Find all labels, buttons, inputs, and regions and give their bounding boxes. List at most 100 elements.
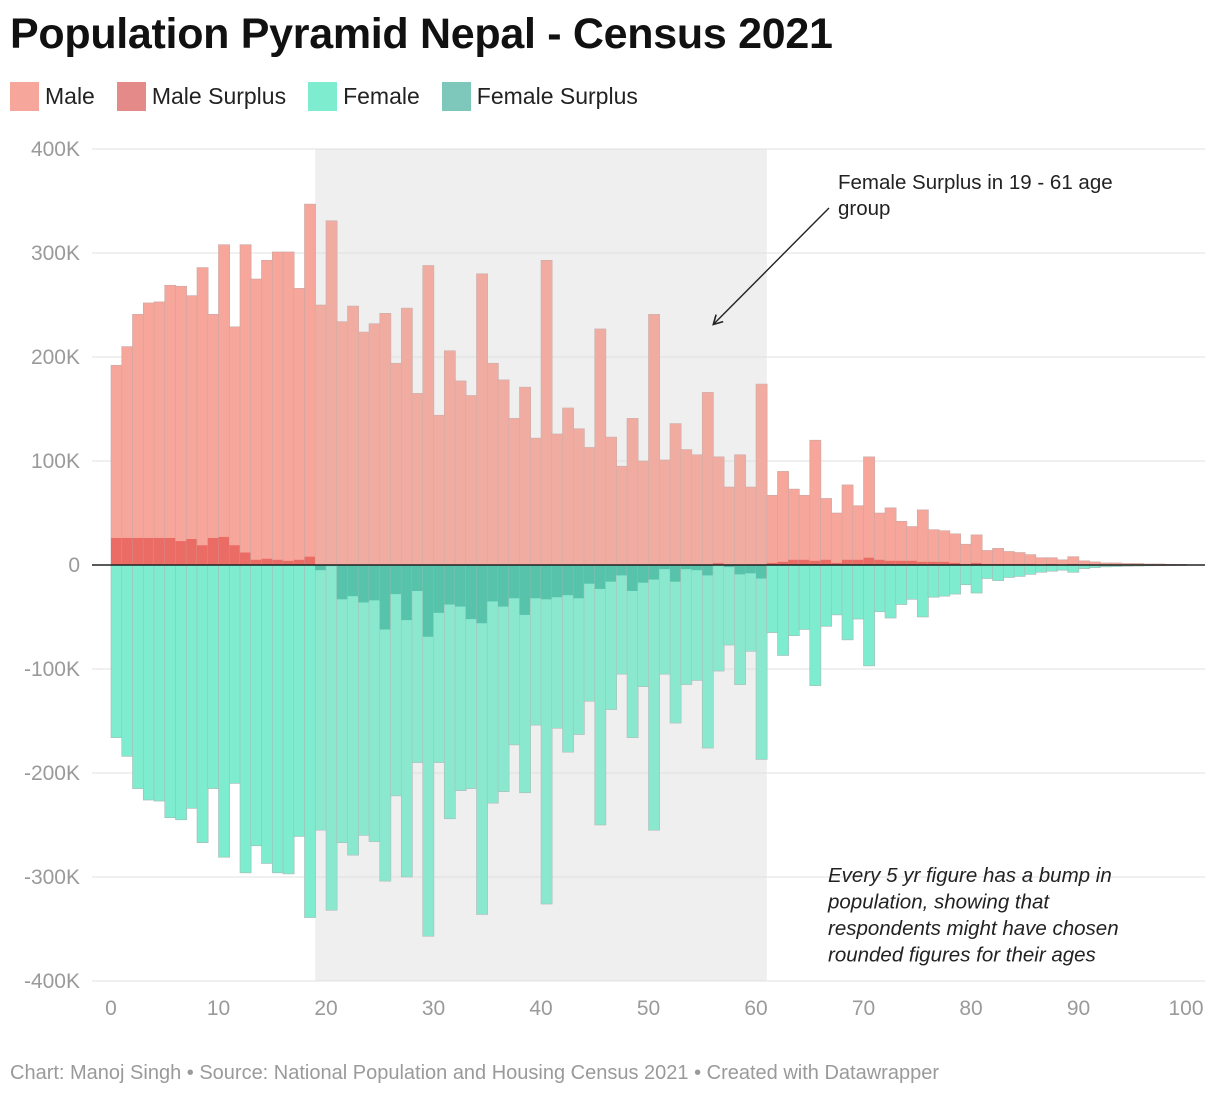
male-bar — [1013, 552, 1026, 566]
male-surplus-bar — [831, 562, 843, 565]
female-bar — [777, 564, 789, 656]
male-surplus-bar — [713, 562, 725, 565]
female-bar — [766, 564, 779, 633]
female-surplus-bar — [756, 565, 768, 579]
x-tick-label: 30 — [422, 997, 445, 1020]
female-surplus-bar — [605, 565, 617, 582]
x-tick-label: 60 — [744, 997, 767, 1020]
female-surplus-bar — [379, 565, 391, 630]
female-surplus-bar — [691, 565, 703, 571]
male-surplus-bar — [121, 537, 133, 565]
x-tick-label: 20 — [314, 997, 337, 1020]
male-bar — [863, 456, 875, 566]
annotation-female-surplus-line: Female Surplus in 19 - 61 age — [838, 171, 1113, 194]
female-surplus-bar — [594, 565, 606, 589]
male-bar — [1067, 556, 1080, 566]
male-bar — [852, 505, 865, 566]
female-surplus-bar — [390, 565, 402, 595]
female-bar — [981, 564, 994, 579]
female-surplus-bar — [455, 565, 467, 607]
male-surplus-bar — [777, 561, 789, 565]
male-bar — [1002, 551, 1015, 566]
annotation-rounding-line: rounded figures for their ages — [828, 944, 1096, 967]
male-bar — [218, 244, 230, 566]
x-tick-label: 90 — [1067, 997, 1090, 1020]
male-bar — [916, 509, 929, 566]
male-surplus-bar — [895, 560, 907, 565]
annotation-rounding-line: respondents might have chosen — [828, 917, 1119, 940]
male-bar — [809, 439, 822, 566]
male-bar — [841, 484, 854, 566]
male-surplus-bar — [874, 559, 886, 565]
female-surplus-bar — [315, 565, 327, 571]
female-bar — [841, 564, 854, 641]
male-surplus-bar — [938, 561, 950, 565]
female-surplus-bar — [734, 565, 746, 575]
female-surplus-bar — [616, 565, 628, 576]
male-surplus-bar — [154, 537, 166, 565]
male-bar — [798, 495, 811, 566]
female-surplus-bar — [336, 565, 348, 600]
male-surplus-bar — [164, 537, 176, 565]
female-surplus-bar — [541, 565, 553, 600]
male-surplus-bar — [809, 560, 821, 565]
y-tick-label: 400K — [31, 138, 80, 161]
female-bar — [185, 564, 198, 809]
male-surplus-bar — [852, 559, 864, 565]
y-tick-label: 100K — [31, 450, 80, 473]
female-bar — [787, 564, 800, 637]
male-bar — [981, 550, 994, 566]
male-bar — [1035, 557, 1047, 566]
female-bar — [959, 564, 972, 586]
female-bar — [895, 564, 908, 605]
female-surplus-bar — [433, 565, 445, 613]
x-tick-label: 80 — [959, 997, 982, 1020]
male-bar — [293, 288, 306, 566]
male-bar — [820, 498, 832, 566]
female-bar — [916, 564, 929, 618]
female-bar — [282, 564, 295, 875]
male-surplus-bar — [863, 557, 875, 565]
female-bar — [830, 564, 843, 616]
male-bar — [121, 346, 134, 566]
male-surplus-bar — [272, 559, 284, 565]
female-surplus-bar — [627, 565, 639, 591]
female-surplus-bar — [401, 565, 413, 621]
female-bar — [852, 564, 865, 620]
female-bar — [884, 564, 897, 619]
female-surplus-bar — [487, 565, 499, 602]
male-bar — [873, 512, 886, 566]
x-tick-label: 70 — [852, 997, 875, 1020]
male-bar — [970, 534, 983, 566]
female-surplus-bar — [648, 565, 660, 580]
female-surplus-bar — [508, 565, 520, 599]
male-surplus-bar — [175, 541, 187, 565]
male-surplus-bar — [218, 536, 230, 565]
y-tick-label: 200K — [31, 346, 80, 369]
male-bar — [207, 314, 220, 566]
male-bar — [271, 251, 284, 566]
male-bar — [132, 314, 144, 566]
female-bar — [293, 564, 306, 837]
female-surplus-bar — [422, 565, 434, 637]
male-surplus-bar — [240, 552, 252, 565]
female-surplus-bar — [412, 565, 424, 591]
male-surplus-bar — [917, 561, 929, 565]
female-surplus-bar — [476, 565, 488, 624]
female-surplus-bar — [637, 565, 649, 583]
legend-item-male: Male — [10, 82, 95, 111]
female-bar — [153, 564, 166, 802]
female-bar — [873, 564, 886, 613]
male-surplus-bar — [304, 556, 316, 565]
male-bar — [949, 533, 961, 566]
y-tick-label: -300K — [24, 866, 80, 889]
female-surplus-bar — [659, 565, 671, 570]
male-bar — [777, 471, 789, 566]
legend-label-male: Male — [45, 83, 95, 109]
female-bar — [1024, 564, 1037, 575]
male-bar — [906, 526, 918, 566]
male-surplus-bar — [766, 562, 778, 565]
legend-label-male-surplus: Male Surplus — [151, 83, 287, 109]
chart-title: Population Pyramid Nepal - Census 2021 — [10, 10, 833, 58]
male-surplus-bar — [283, 560, 295, 565]
